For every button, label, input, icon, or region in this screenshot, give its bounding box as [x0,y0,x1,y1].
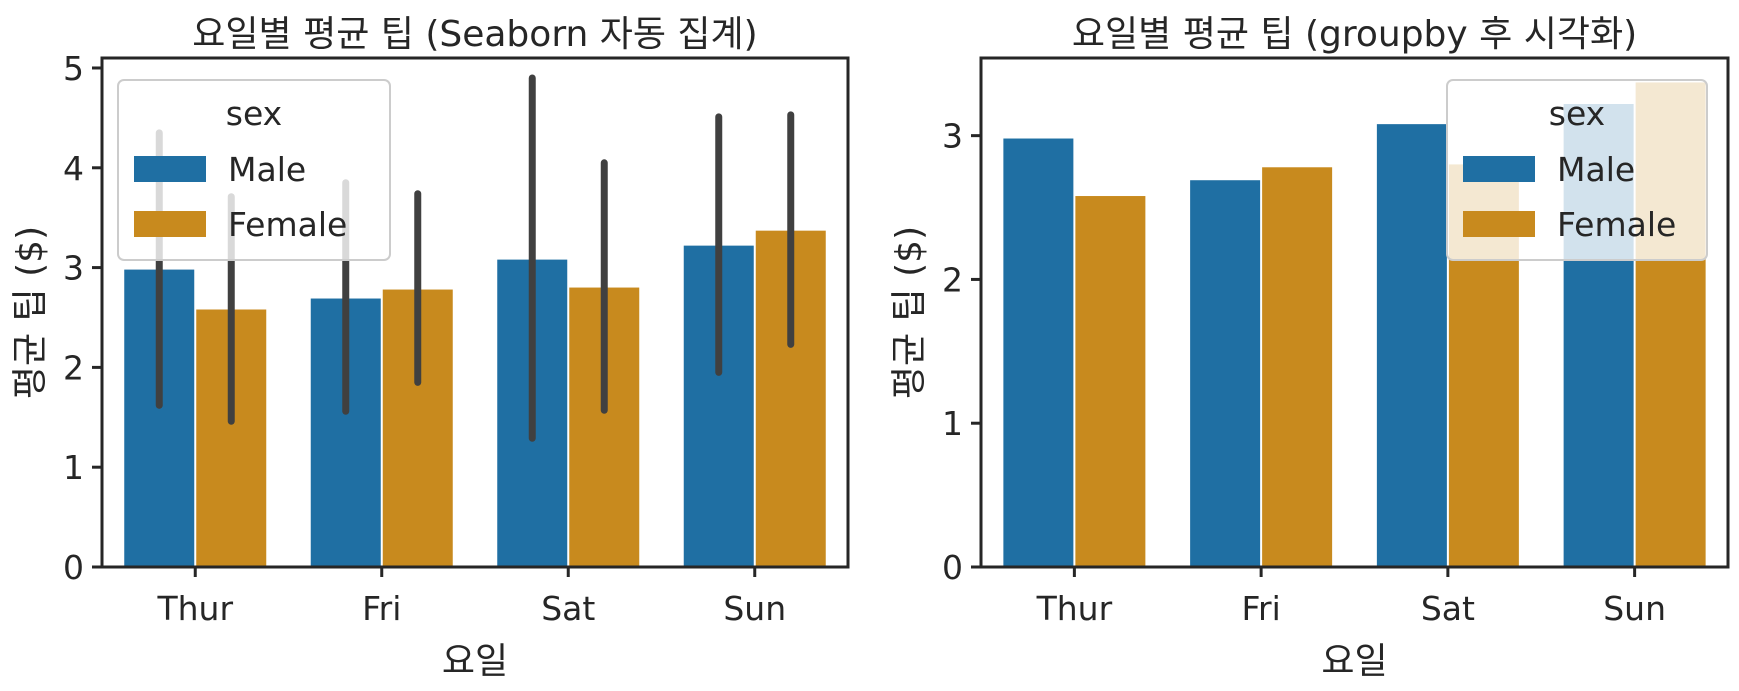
y-tick-label: 2 [63,348,84,387]
bar-female-thur [1075,196,1146,567]
y-tick-label: 2 [942,260,963,299]
y-axis-label: 평균 팁 ($) [10,226,51,399]
chart-2: 요일별 평균 팁 (groupby 후 시각화) 0 1 2 3 Thur Fri Sat Su… [889,14,1730,682]
x-tick-label: Thur [1036,589,1113,628]
legend-title: sex [1549,94,1605,133]
bar-female-fri [1262,167,1333,567]
legend-title: sex [226,94,282,133]
chart-1: 요일별 평균 팁 (Seaborn 자동 집계) 0 1 2 3 4 5 Thur Fri Sat… [10,14,850,682]
y-tick-label: 5 [63,49,84,88]
y-tick-label: 0 [63,548,84,587]
x-tick-label: Fri [362,589,401,628]
legend: sex Male Female [1446,79,1708,261]
y-tick-label: 1 [63,448,84,487]
plot-frame [979,56,1730,569]
x-tick-label: Sat [541,589,595,628]
chart-title: 요일별 평균 팁 (groupby 후 시각화) [1072,14,1637,55]
x-tick-label: Sun [723,589,786,628]
y-tick-label: 3 [63,249,84,288]
legend-swatch-female [1463,211,1535,237]
y-tick-label: 0 [942,548,963,587]
x-tick-label: Fri [1241,589,1280,628]
legend-label-male: Male [228,150,306,189]
legend-label-female: Female [228,205,347,244]
chart-title: 요일별 평균 팁 (Seaborn 자동 집계) [192,14,757,55]
bar-male-thur [1003,138,1074,567]
legend-swatch-female [134,211,206,237]
legend-swatch-male [134,156,206,182]
legend-label-female: Female [1557,205,1676,244]
y-tick-label: 1 [942,404,963,443]
x-tick-label: Sat [1421,589,1475,628]
legend-swatch-male [1463,156,1535,182]
x-axis-label: 요일 [442,641,508,682]
x-axis-label: 요일 [1321,641,1387,682]
x-tick-label: Thur [156,589,233,628]
x-tick-label: Sun [1603,589,1666,628]
y-tick-label: 4 [63,149,84,188]
bar-male-fri [1190,180,1261,567]
y-tick-label: 3 [942,117,963,156]
legend: sex Male Female [117,79,391,261]
plot-frame [100,56,850,569]
legend-label-male: Male [1557,150,1635,189]
y-axis-label: 평균 팁 ($) [889,226,930,399]
bar-male-sat [1376,124,1447,568]
